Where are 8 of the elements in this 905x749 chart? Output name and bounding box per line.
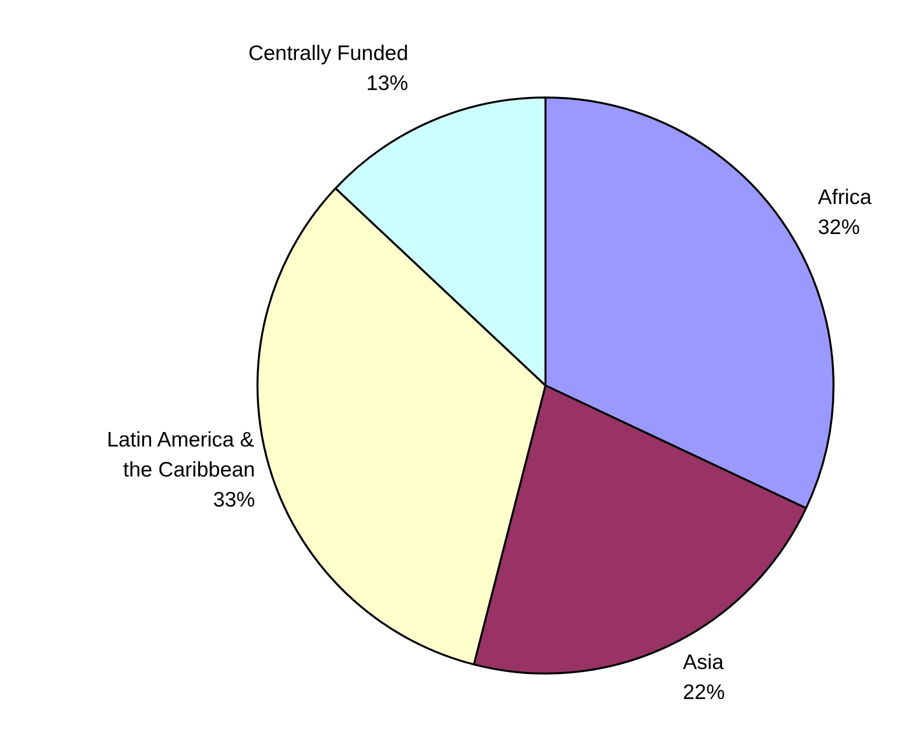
slice-label: Africa: [818, 186, 872, 210]
data-label: 22%: [682, 680, 725, 704]
slice-label: Asia: [682, 650, 724, 674]
data-label: 32%: [818, 216, 860, 240]
data-label: 13%: [366, 72, 408, 95]
slice-label: Centrally Funded: [248, 42, 408, 65]
data-label: 33%: [213, 488, 256, 512]
slice-label: Latin America & the Caribbean: [106, 428, 256, 482]
